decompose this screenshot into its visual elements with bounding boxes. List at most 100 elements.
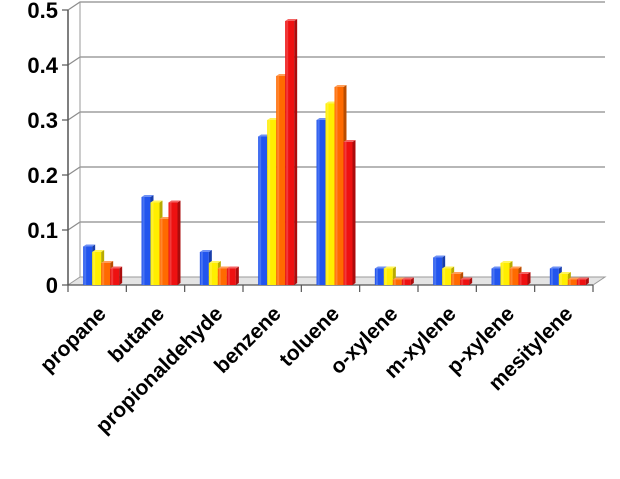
bar-highlight (402, 279, 405, 285)
bar-highlight (510, 268, 513, 285)
bar-side (119, 266, 123, 285)
bar-front (101, 263, 111, 285)
bar-front (208, 263, 218, 285)
bar-highlight (268, 120, 271, 285)
bar-top (500, 261, 513, 263)
bar-front (509, 268, 519, 285)
y-tick-label: 0 (46, 273, 58, 298)
bar-top (83, 244, 96, 247)
bar-highlight (393, 279, 396, 285)
bar (518, 272, 531, 285)
bar-top (334, 85, 347, 87)
bar-top (549, 266, 562, 269)
bar (168, 200, 181, 285)
bar (110, 266, 123, 285)
bar-front (374, 268, 384, 285)
bar-front (217, 268, 227, 285)
bar-top (92, 250, 105, 252)
bar-highlight (501, 263, 504, 285)
bar-front (451, 274, 461, 285)
bar-top (110, 266, 123, 269)
bar-top (141, 195, 154, 197)
bar-front (567, 279, 577, 285)
bar-front (576, 279, 586, 285)
bar-top (576, 277, 589, 280)
bar-front (226, 268, 236, 285)
bar-highlight (326, 103, 329, 285)
bar-front (343, 142, 353, 285)
gridline (67, 1, 605, 11)
bar-highlight (227, 268, 230, 285)
bar (401, 277, 414, 285)
bar-front (141, 197, 151, 285)
bar (343, 140, 356, 285)
bar-top (460, 277, 473, 280)
bar-top (518, 272, 531, 274)
bar-side (527, 272, 531, 285)
bar-top (168, 200, 181, 203)
bar-highlight (559, 274, 562, 285)
bar-highlight (259, 136, 262, 285)
bar-highlight (335, 87, 338, 285)
bar-highlight (317, 120, 320, 285)
bar-front (401, 279, 411, 285)
bar-highlight (169, 202, 172, 285)
bar (226, 266, 239, 285)
bar-highlight (434, 257, 437, 285)
bar-front (392, 279, 402, 285)
bar-top (217, 266, 230, 269)
bar-top (285, 19, 298, 21)
y-tick-label: 0.5 (27, 0, 58, 23)
bar-highlight (550, 268, 553, 285)
bar-side (177, 200, 181, 285)
bar-front (500, 263, 510, 285)
bar-highlight (577, 279, 580, 285)
bar-highlight (200, 252, 203, 285)
bar-top (567, 277, 580, 280)
bar-front (325, 103, 335, 285)
bar-front (433, 257, 443, 285)
bar-top (374, 266, 387, 269)
bar-top (442, 266, 455, 269)
y-tick-labels: 0 0.1 0.2 0.3 0.4 0.5 (27, 0, 58, 298)
bar-side (469, 277, 473, 285)
bar-side (585, 277, 589, 285)
bar-highlight (443, 268, 446, 285)
bar-top (226, 266, 239, 269)
y-tick-label: 0.1 (27, 218, 58, 243)
bar-top (392, 277, 405, 280)
bar-highlight (151, 202, 154, 285)
bar-highlight (375, 268, 378, 285)
bar-front (558, 274, 568, 285)
y-tick-label: 0.4 (27, 53, 58, 78)
bar-highlight (160, 219, 163, 285)
bar-front (199, 252, 209, 285)
bars (83, 19, 589, 285)
bar-front (258, 136, 268, 285)
bar-highlight (384, 268, 387, 285)
bar-highlight (209, 263, 212, 285)
bar-highlight (84, 246, 87, 285)
bar-top (343, 140, 356, 142)
bar-side (235, 266, 239, 285)
bar-highlight (102, 263, 105, 285)
bar (460, 277, 473, 285)
bar-front (491, 268, 501, 285)
bar-front (460, 279, 470, 285)
bar-highlight (452, 274, 455, 285)
bar-highlight (461, 279, 464, 285)
bar-front (92, 252, 102, 285)
bar (576, 277, 589, 285)
bar-highlight (492, 268, 495, 285)
bar (285, 19, 298, 285)
bar-top (199, 250, 212, 252)
bar-highlight (111, 268, 114, 285)
y-tick-label: 0.2 (27, 163, 58, 188)
bar-highlight (568, 279, 571, 285)
bar-top (101, 261, 114, 263)
bar-front (316, 120, 326, 285)
gridline (67, 56, 605, 66)
x-category-labels: propanebutanepropionaldehydebenzenetolue… (36, 302, 578, 438)
y-tick-label: 0.3 (27, 108, 58, 133)
